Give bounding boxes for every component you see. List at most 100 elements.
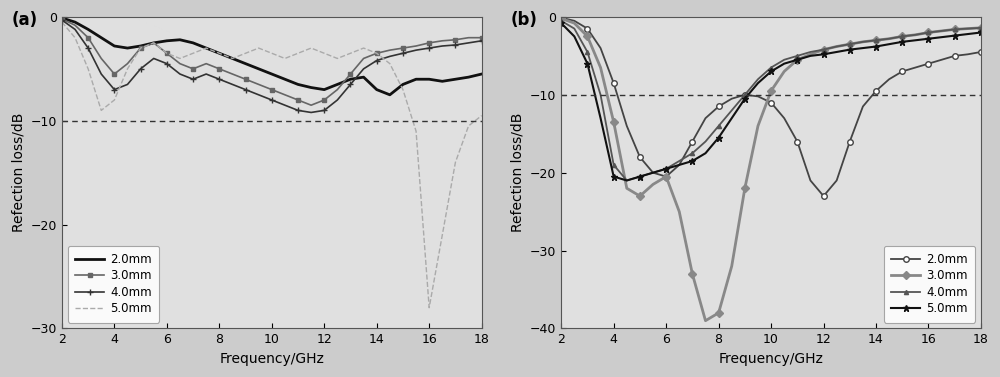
- 2.0mm: [634, 155, 646, 159]
- 2.0mm: [82, 27, 94, 32]
- 4.0mm: [568, 26, 580, 31]
- 3.0mm: [305, 103, 317, 107]
- 3.0mm: [660, 174, 672, 179]
- 4.0mm: [739, 92, 751, 97]
- 3.0mm: [581, 34, 593, 39]
- 3.0mm: [975, 26, 987, 30]
- 2.0mm: [896, 69, 908, 74]
- 3.0mm: [397, 46, 409, 51]
- 4.0mm: [423, 46, 435, 51]
- 4.0mm: [161, 61, 173, 66]
- 5.0mm: [423, 305, 435, 310]
- 3.0mm: [909, 32, 921, 37]
- 4.0mm: [384, 54, 396, 59]
- 4.0mm: [108, 87, 120, 92]
- 2.0mm: [148, 41, 160, 45]
- 3.0mm: [331, 87, 343, 92]
- 5.0mm: [765, 69, 777, 74]
- 5.0mm: [148, 41, 160, 45]
- 4.0mm: [121, 82, 133, 87]
- 4.0mm: [410, 48, 422, 52]
- 2.0mm: [883, 77, 895, 81]
- 2.0mm: [397, 82, 409, 87]
- 3.0mm: [791, 58, 803, 62]
- 4.0mm: [595, 92, 607, 97]
- Line: 2.0mm: 2.0mm: [558, 15, 984, 199]
- 2.0mm: [778, 116, 790, 120]
- 5.0mm: [108, 98, 120, 102]
- 3.0mm: [240, 77, 252, 81]
- 3.0mm: [765, 89, 777, 93]
- 5.0mm: [397, 87, 409, 92]
- 3.0mm: [555, 16, 567, 21]
- 4.0mm: [397, 51, 409, 55]
- 4.0mm: [936, 29, 948, 33]
- 3.0mm: [358, 56, 370, 61]
- 3.0mm: [699, 319, 711, 323]
- 3.0mm: [568, 21, 580, 25]
- 2.0mm: [713, 104, 725, 109]
- 2.0mm: [318, 87, 330, 92]
- 5.0mm: [595, 116, 607, 120]
- 5.0mm: [344, 51, 356, 55]
- 2.0mm: [568, 18, 580, 23]
- 3.0mm: [56, 17, 68, 21]
- 5.0mm: [778, 61, 790, 66]
- 3.0mm: [778, 69, 790, 74]
- 5.0mm: [673, 162, 685, 167]
- Line: 5.0mm: 5.0mm: [62, 22, 482, 308]
- 4.0mm: [449, 43, 461, 47]
- 5.0mm: [896, 40, 908, 44]
- 5.0mm: [318, 51, 330, 55]
- 2.0mm: [844, 139, 856, 144]
- 2.0mm: [673, 162, 685, 167]
- 4.0mm: [555, 18, 567, 23]
- 5.0mm: [818, 52, 830, 57]
- 5.0mm: [82, 67, 94, 71]
- 4.0mm: [634, 174, 646, 179]
- 4.0mm: [371, 58, 383, 63]
- 4.0mm: [581, 50, 593, 54]
- 4.0mm: [318, 108, 330, 113]
- 5.0mm: [844, 48, 856, 52]
- 2.0mm: [608, 81, 620, 85]
- 5.0mm: [909, 38, 921, 43]
- 3.0mm: [831, 44, 843, 49]
- 4.0mm: [148, 56, 160, 61]
- 4.0mm: [778, 58, 790, 62]
- Y-axis label: Refection loss/dB: Refection loss/dB: [11, 113, 25, 232]
- 5.0mm: [358, 46, 370, 51]
- 4.0mm: [660, 167, 672, 171]
- 4.0mm: [292, 108, 304, 113]
- 2.0mm: [818, 194, 830, 198]
- 2.0mm: [174, 37, 186, 42]
- 4.0mm: [463, 41, 475, 45]
- 3.0mm: [384, 48, 396, 52]
- 2.0mm: [476, 72, 488, 76]
- Y-axis label: Refection loss/dB: Refection loss/dB: [510, 113, 524, 232]
- X-axis label: Frequency/GHz: Frequency/GHz: [719, 352, 824, 366]
- 5.0mm: [555, 21, 567, 25]
- 2.0mm: [187, 41, 199, 45]
- X-axis label: Frequency/GHz: Frequency/GHz: [219, 352, 324, 366]
- 5.0mm: [305, 46, 317, 51]
- 3.0mm: [870, 38, 882, 43]
- 3.0mm: [804, 52, 816, 57]
- 3.0mm: [161, 51, 173, 55]
- 4.0mm: [174, 72, 186, 76]
- 2.0mm: [423, 77, 435, 81]
- 3.0mm: [476, 35, 488, 40]
- 5.0mm: [463, 124, 475, 128]
- 3.0mm: [896, 34, 908, 39]
- 3.0mm: [174, 61, 186, 66]
- 2.0mm: [660, 174, 672, 179]
- 2.0mm: [69, 20, 81, 25]
- 3.0mm: [673, 209, 685, 214]
- 3.0mm: [108, 72, 120, 76]
- 4.0mm: [896, 34, 908, 39]
- 5.0mm: [213, 51, 225, 55]
- 3.0mm: [726, 264, 738, 268]
- 2.0mm: [699, 116, 711, 120]
- 4.0mm: [673, 159, 685, 163]
- 2.0mm: [804, 178, 816, 183]
